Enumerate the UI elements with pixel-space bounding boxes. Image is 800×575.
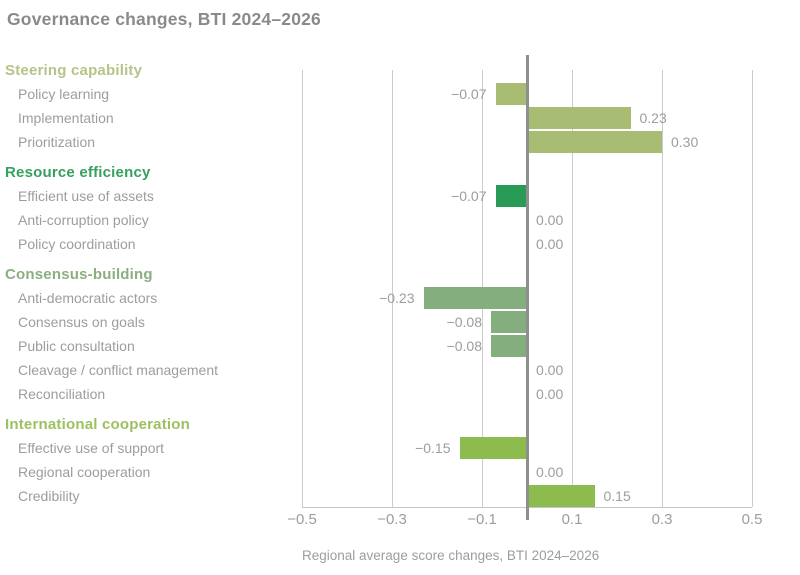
bar-implementation <box>527 107 631 129</box>
row-label-public-consultation: Public consultation <box>18 338 135 354</box>
bar-anti-democratic-actors <box>423 287 527 309</box>
x-tick-label: 0.1 <box>561 511 583 528</box>
row-label-consensus-on-goals: Consensus on goals <box>18 314 145 330</box>
value-label-policy-learning: −0.07 <box>451 86 487 102</box>
bar-efficient-use-of-assets <box>495 185 527 207</box>
gridline <box>572 70 573 507</box>
value-label-credibility: 0.15 <box>603 488 631 504</box>
gridline <box>302 70 303 507</box>
group-header-international-cooperation: International cooperation <box>5 415 191 433</box>
row-label-prioritization: Prioritization <box>18 134 96 150</box>
gridline <box>752 70 753 507</box>
bar-effective-use-of-support <box>459 437 527 459</box>
row-label-policy-coordination: Policy coordination <box>18 236 136 252</box>
value-label-consensus-on-goals: −0.08 <box>446 314 482 330</box>
group-header-resource-efficiency: Resource efficiency <box>5 163 151 181</box>
value-label-policy-coordination: 0.00 <box>536 236 564 252</box>
gridline <box>662 70 663 507</box>
row-label-cleavage-conflict-management: Cleavage / conflict management <box>18 362 218 378</box>
value-label-prioritization: 0.30 <box>671 134 699 150</box>
row-label-policy-learning: Policy learning <box>18 86 110 102</box>
zero-baseline <box>526 55 529 520</box>
x-tick-label: 0.5 <box>741 511 763 528</box>
row-label-effective-use-of-support: Effective use of support <box>18 440 165 456</box>
x-tick-label: −0.3 <box>377 511 407 528</box>
bar-public-consultation <box>491 335 527 357</box>
row-label-credibility: Credibility <box>18 488 80 504</box>
value-label-anti-democratic-actors: −0.23 <box>379 290 415 306</box>
bar-credibility <box>527 485 595 507</box>
value-label-reconciliation: 0.00 <box>536 386 564 402</box>
group-header-consensus-building: Consensus-building <box>5 265 153 283</box>
bar-policy-learning <box>495 83 527 105</box>
value-label-effective-use-of-support: −0.15 <box>415 440 451 456</box>
row-label-anti-democratic-actors: Anti-democratic actors <box>18 290 158 306</box>
value-label-implementation: 0.23 <box>639 110 667 126</box>
x-tick-label: 0.3 <box>651 511 673 528</box>
row-label-reconciliation: Reconciliation <box>18 386 106 402</box>
x-axis-label: Regional average score changes, BTI 2024… <box>302 548 600 563</box>
bar-consensus-on-goals <box>491 311 527 333</box>
chart-title: Governance changes, BTI 2024–2026 <box>7 9 321 29</box>
row-label-regional-cooperation: Regional cooperation <box>18 464 151 480</box>
value-label-efficient-use-of-assets: −0.07 <box>451 188 487 204</box>
row-label-anti-corruption-policy: Anti-corruption policy <box>18 212 149 228</box>
row-label-implementation: Implementation <box>18 110 114 126</box>
row-label-efficient-use-of-assets: Efficient use of assets <box>18 188 154 204</box>
value-label-regional-cooperation: 0.00 <box>536 464 564 480</box>
value-label-public-consultation: −0.08 <box>446 338 482 354</box>
x-tick-label: −0.1 <box>467 511 497 528</box>
group-header-steering-capability: Steering capability <box>5 61 143 79</box>
gridline <box>392 70 393 507</box>
bar-prioritization <box>527 131 662 153</box>
value-label-anti-corruption-policy: 0.00 <box>536 212 564 228</box>
x-tick-label: −0.5 <box>287 511 317 528</box>
value-label-cleavage-conflict-management: 0.00 <box>536 362 564 378</box>
